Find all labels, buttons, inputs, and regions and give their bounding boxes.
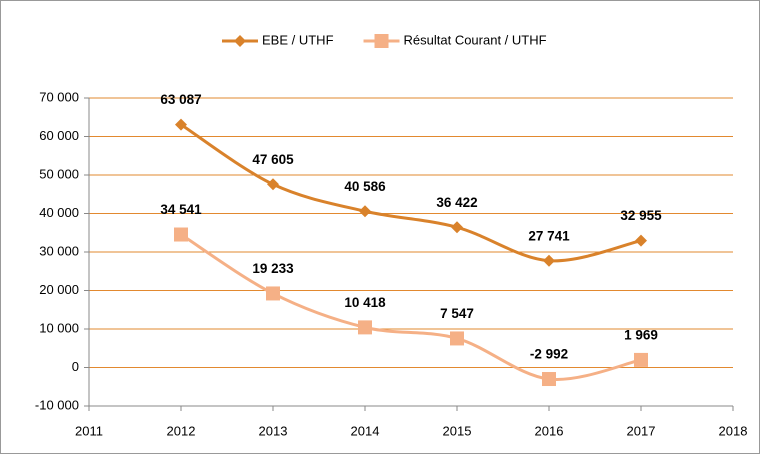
point-marker	[451, 221, 463, 234]
point-marker	[543, 254, 555, 267]
point-marker	[634, 352, 648, 367]
data-label: 10 418	[344, 295, 386, 310]
y-tick-label: 40 000	[39, 205, 79, 220]
y-tick-label: 20 000	[39, 282, 79, 297]
y-tick-label: 0	[72, 359, 79, 374]
point-marker	[450, 331, 464, 346]
data-label: 34 541	[160, 202, 202, 217]
x-tick-label: 2017	[627, 423, 656, 438]
y-tick-label: 70 000	[39, 89, 79, 104]
point-marker	[358, 320, 372, 335]
legend-marker	[374, 34, 389, 48]
point-marker	[266, 286, 280, 301]
y-tick-label: 30 000	[39, 243, 79, 258]
x-tick-label: 2016	[535, 423, 564, 438]
x-tick-label: 2011	[75, 423, 103, 438]
series-line	[180, 123, 642, 263]
legend-label: EBE / UTHF	[262, 32, 334, 47]
point-marker	[359, 205, 371, 218]
point-marker	[175, 118, 187, 131]
data-label: 19 233	[252, 261, 294, 276]
x-tick-label: 2013	[259, 423, 288, 438]
data-label: 7 547	[440, 306, 474, 321]
y-tick-label: 50 000	[39, 166, 79, 181]
y-tick-label: 60 000	[39, 128, 79, 143]
legend-marker	[234, 35, 246, 47]
x-tick-label: 2012	[167, 423, 196, 438]
data-label: 36 422	[436, 195, 477, 210]
point-marker	[174, 227, 188, 242]
point-marker	[542, 372, 556, 387]
data-label: 27 741	[528, 228, 570, 243]
x-tick-label: 2015	[443, 423, 472, 438]
data-label: 40 586	[344, 179, 386, 194]
x-tick-label: 2018	[719, 423, 748, 438]
point-marker	[267, 178, 279, 191]
y-tick-label: 10 000	[39, 320, 79, 335]
data-label: -2 992	[530, 347, 568, 362]
point-marker	[635, 234, 647, 247]
legend-label: Résultat Courant / UTHF	[404, 32, 547, 47]
data-label: 1 969	[624, 327, 658, 342]
x-tick-label: 2014	[351, 423, 380, 438]
data-label: 47 605	[252, 152, 294, 167]
data-label: 63 087	[160, 92, 201, 107]
data-label: 32 955	[620, 208, 662, 223]
y-tick-label: -10 000	[35, 397, 79, 412]
